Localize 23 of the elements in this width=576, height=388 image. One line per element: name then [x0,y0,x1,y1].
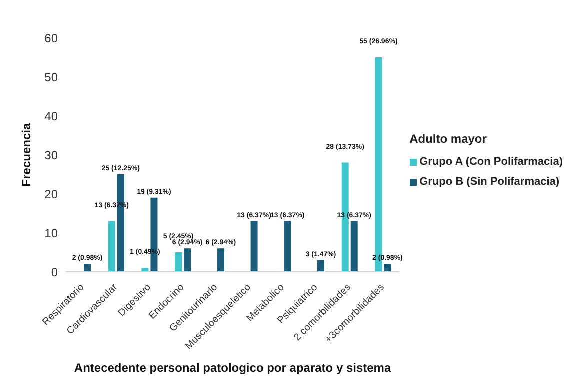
y-axis-title: Frecuencia [19,123,34,187]
x-axis-title: Antecedente personal patologico por aparato y sistema [74,361,392,375]
legend-label: Grupo B (Sin Polifarmacia) [420,176,560,188]
y-tick-label: 40 [44,109,58,124]
bar [318,260,325,272]
y-tick-label: 30 [44,148,58,162]
bar [142,268,149,272]
bar [284,221,292,272]
y-tick-label: 20 [44,187,58,202]
y-tick-label: 0 [51,265,58,280]
legend-title: Adulto mayor [410,132,488,146]
bar [250,221,258,272]
y-tick-label: 50 [44,70,58,84]
bar [217,248,224,272]
bar [184,248,192,272]
bar [175,252,182,272]
y-tick-label: 60 [44,31,58,46]
bar [84,264,91,272]
bar [384,264,392,272]
bar [350,221,358,272]
bar [108,221,116,272]
legend-label: Grupo A (Con Polifarmacia) [420,156,563,168]
y-tick-label: 10 [44,226,58,240]
